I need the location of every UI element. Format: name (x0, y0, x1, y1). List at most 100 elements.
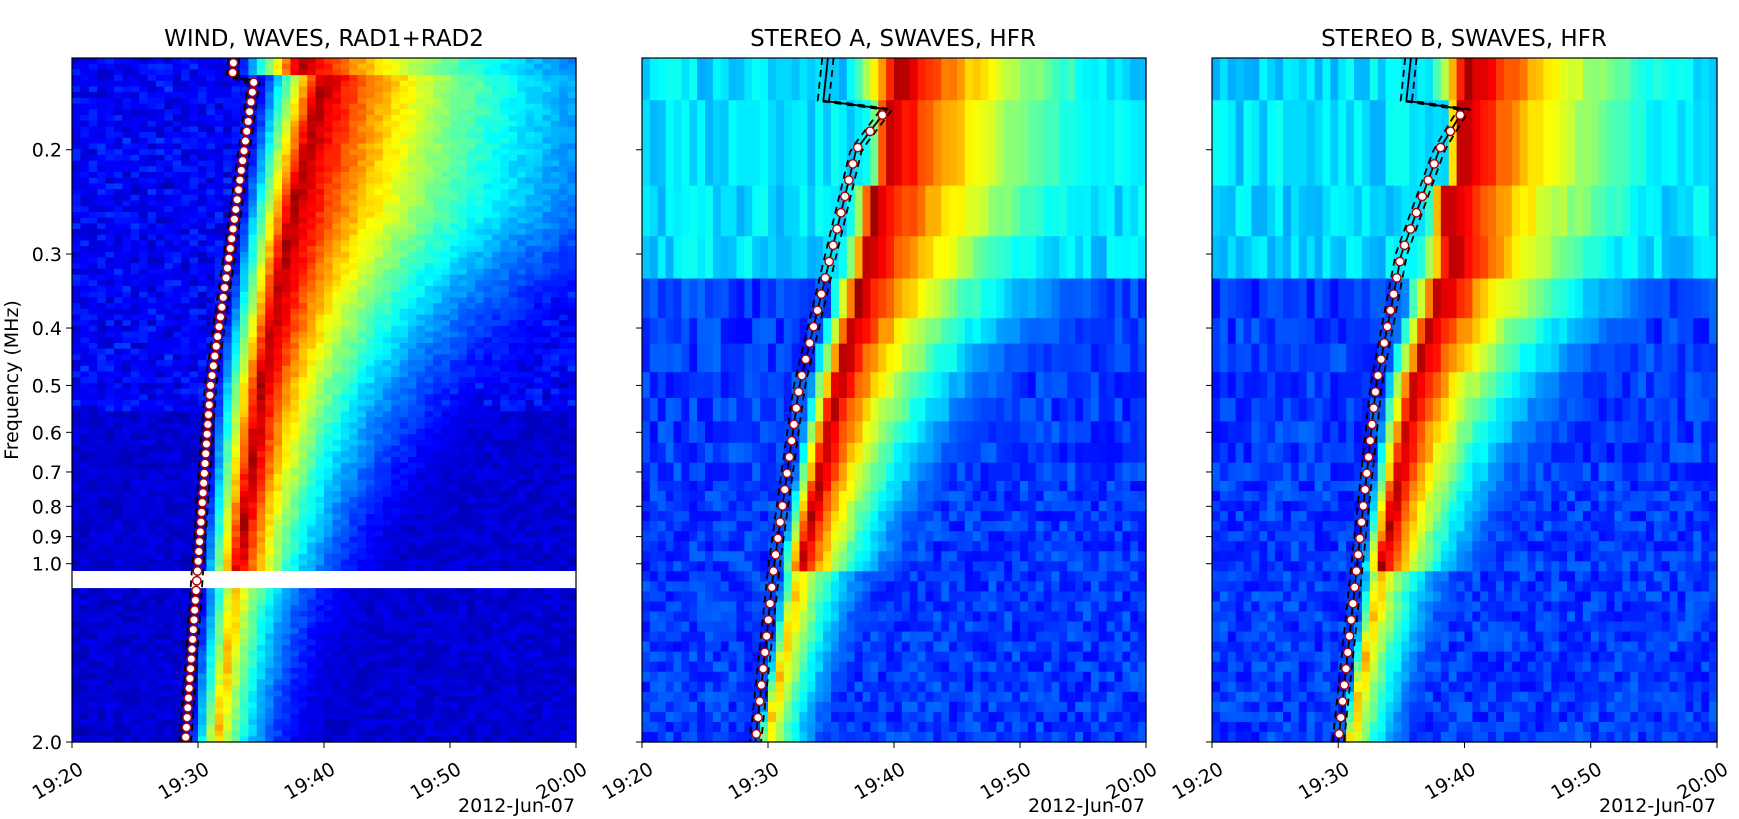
heatmap-cell (542, 223, 552, 230)
heatmap-cell (273, 263, 283, 270)
heatmap-cell (97, 474, 107, 481)
heatmap-cell (441, 217, 451, 224)
heatmap-cell (349, 445, 359, 452)
heatmap-cell (517, 508, 527, 515)
heatmap-cell (567, 303, 577, 310)
heatmap-cell (130, 360, 140, 367)
heatmap-cell (240, 354, 249, 361)
heatmap-cell (315, 468, 325, 475)
heatmap-cell (72, 405, 81, 412)
heatmap-cell (97, 354, 107, 361)
heatmap-cell (567, 246, 577, 253)
heatmap-cell (80, 166, 90, 173)
heatmap-cell (164, 485, 174, 492)
heatmap-cell (542, 303, 552, 310)
heatmap-cell (399, 166, 409, 173)
heatmap-cell (265, 445, 275, 452)
heatmap-cell (567, 343, 577, 350)
heatmap-cell (525, 200, 535, 207)
heatmap-cell (282, 58, 291, 65)
heatmap-cell (500, 257, 510, 264)
heatmap-cell (550, 251, 560, 259)
heatmap-cell (391, 371, 401, 378)
heatmap-cell (542, 63, 552, 70)
heatmap-cell (290, 508, 300, 515)
heatmap-cell (147, 445, 157, 452)
heatmap-cell (273, 462, 283, 469)
heatmap-cell (525, 514, 535, 521)
heatmap-cell (508, 303, 518, 310)
heatmap-cell (382, 86, 392, 93)
heatmap-cell (441, 371, 451, 378)
heatmap-cell (105, 86, 115, 93)
heatmap-cell (265, 274, 275, 281)
heatmap-cell (332, 428, 342, 435)
heatmap-cell (130, 194, 140, 202)
heatmap-cell (231, 331, 241, 338)
heatmap-cell (189, 405, 199, 412)
heatmap-cell (357, 103, 367, 110)
heatmap-cell (408, 451, 417, 458)
heatmap-cell (517, 280, 527, 287)
heatmap-cell (298, 314, 308, 321)
heatmap-cell (156, 457, 165, 464)
heatmap-cell (357, 58, 367, 65)
heatmap-cell (492, 189, 501, 196)
heatmap-cell (147, 462, 157, 469)
heatmap-cell (88, 194, 98, 202)
heatmap-cell (500, 240, 510, 247)
heatmap-cell (466, 411, 476, 418)
heatmap-cell (466, 377, 476, 384)
heatmap-cell (550, 428, 560, 435)
heatmap-cell (399, 251, 409, 259)
heatmap-cell (88, 246, 98, 253)
heatmap-cell (273, 166, 283, 173)
heatmap-cell (374, 365, 384, 373)
heatmap-cell (366, 166, 375, 173)
heatmap-cell (466, 132, 476, 139)
heatmap-cell (198, 314, 207, 321)
heatmap-cell (164, 457, 174, 464)
heatmap-cell (408, 439, 417, 447)
heatmap-cell (534, 314, 543, 321)
heatmap-cell (458, 417, 468, 424)
heatmap-cell (80, 120, 90, 127)
heatmap-cell (72, 514, 81, 521)
heatmap-cell (374, 303, 384, 310)
heatmap-cell (408, 343, 417, 350)
heatmap-cell (282, 229, 291, 236)
heatmap-cell (500, 519, 510, 526)
heatmap-cell (382, 223, 392, 230)
heatmap-cell (214, 308, 224, 316)
heatmap-cell (240, 519, 249, 526)
heatmap-cell (147, 149, 157, 156)
heatmap-cell (240, 183, 249, 190)
heatmap-cell (324, 485, 333, 492)
heatmap-cell (441, 519, 451, 526)
heatmap-cell (508, 126, 518, 133)
heatmap-cell (332, 229, 342, 236)
heatmap-cell (492, 268, 501, 276)
heatmap-cell (114, 154, 123, 162)
heatmap-cell (164, 451, 174, 458)
heatmap-cell (542, 234, 552, 241)
heatmap-cell (139, 388, 149, 395)
heatmap-cell (374, 137, 384, 145)
heatmap-cell (80, 382, 90, 390)
heatmap-cell (550, 394, 560, 401)
heatmap-cell (399, 240, 409, 247)
heatmap-cell (147, 354, 157, 361)
heatmap-cell (114, 257, 123, 264)
heatmap-cell (240, 69, 249, 76)
heatmap-cell (223, 217, 233, 224)
heatmap-cell (492, 331, 501, 338)
heatmap-cell (97, 457, 107, 464)
heatmap-cell (517, 297, 527, 304)
heatmap-cell (315, 217, 325, 224)
heatmap-cell (550, 223, 560, 230)
heatmap-cell (534, 394, 543, 401)
heatmap-cell (72, 286, 81, 293)
heatmap-cell (164, 75, 174, 82)
heatmap-cell (315, 519, 325, 526)
